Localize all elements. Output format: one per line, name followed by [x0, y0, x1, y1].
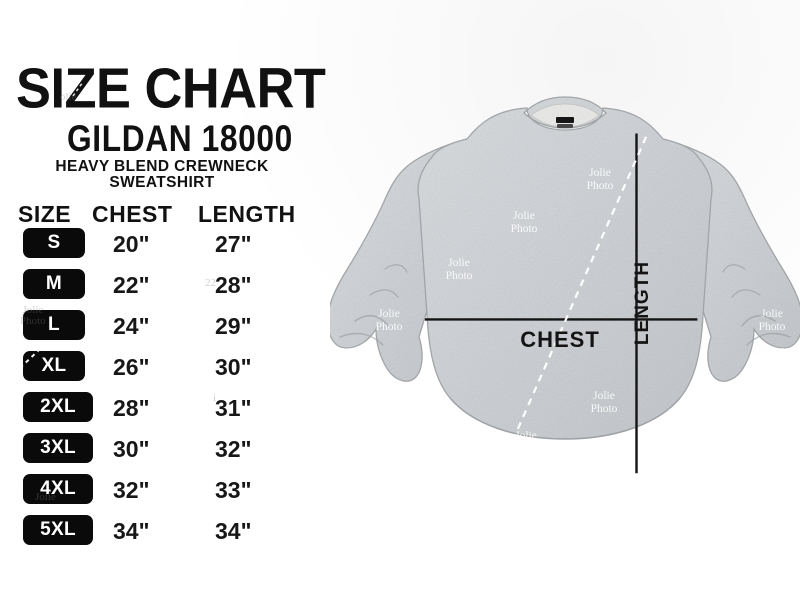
svg-text:Jolie: Jolie — [593, 390, 615, 402]
svg-text:Photo: Photo — [591, 403, 618, 415]
svg-text:CHEST: CHEST — [520, 327, 600, 352]
svg-text:Jolie: Jolie — [589, 167, 611, 179]
svg-text:lie: lie — [781, 347, 793, 359]
svg-text:Photo: Photo — [376, 321, 403, 333]
svg-text:Jolie: Jolie — [331, 347, 353, 359]
svg-text:Jolie: Jolie — [378, 308, 400, 320]
svg-text:Photo: Photo — [330, 360, 356, 372]
svg-text:Jolie: Jolie — [515, 430, 537, 442]
svg-text:Jolie: Jolie — [761, 308, 783, 320]
svg-text:Jolie: Jolie — [448, 257, 470, 269]
svg-text:Photo: Photo — [513, 443, 540, 455]
svg-text:Photo: Photo — [759, 321, 786, 333]
svg-text:Photo: Photo — [511, 223, 538, 235]
svg-text:Photo: Photo — [587, 180, 614, 192]
svg-text:Photo: Photo — [446, 270, 473, 282]
svg-text:Jolie: Jolie — [513, 210, 535, 222]
svg-text:LENGTH: LENGTH — [632, 261, 653, 345]
svg-text:oto: oto — [780, 360, 795, 372]
